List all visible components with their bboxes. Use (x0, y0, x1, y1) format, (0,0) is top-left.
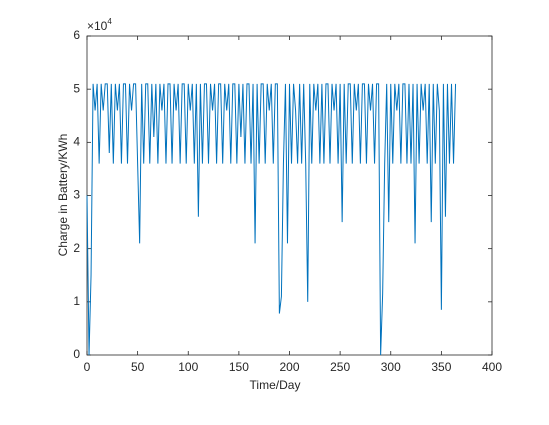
x-tick-label: 300 (381, 360, 401, 374)
x-axis-label: Time/Day (250, 378, 301, 392)
y-tick-label: 3 (73, 188, 80, 202)
y-tick-label: 2 (73, 241, 80, 255)
y-axis-label: Charge in Battery/KWh (56, 134, 70, 257)
y-multiplier-base: ×10 (87, 19, 108, 33)
y-tick-label: 1 (73, 294, 80, 308)
y-multiplier-exponent: 4 (107, 17, 112, 26)
y-multiplier: ×104 (87, 17, 112, 33)
x-tick-label: 400 (482, 360, 502, 374)
x-tick-label: 200 (279, 360, 299, 374)
x-tick-label: 250 (330, 360, 350, 374)
y-tick-label: 6 (73, 28, 80, 42)
y-tick-label: 0 (73, 347, 80, 361)
data-line (86, 83, 457, 356)
x-tick-label: 150 (229, 360, 249, 374)
x-tick-label: 50 (131, 360, 145, 374)
y-tick-label: 4 (73, 135, 80, 149)
x-tick-label: 350 (431, 360, 451, 374)
x-tick-label: 100 (178, 360, 198, 374)
x-tick-label: 0 (84, 360, 91, 374)
y-tick-label: 5 (73, 81, 80, 95)
